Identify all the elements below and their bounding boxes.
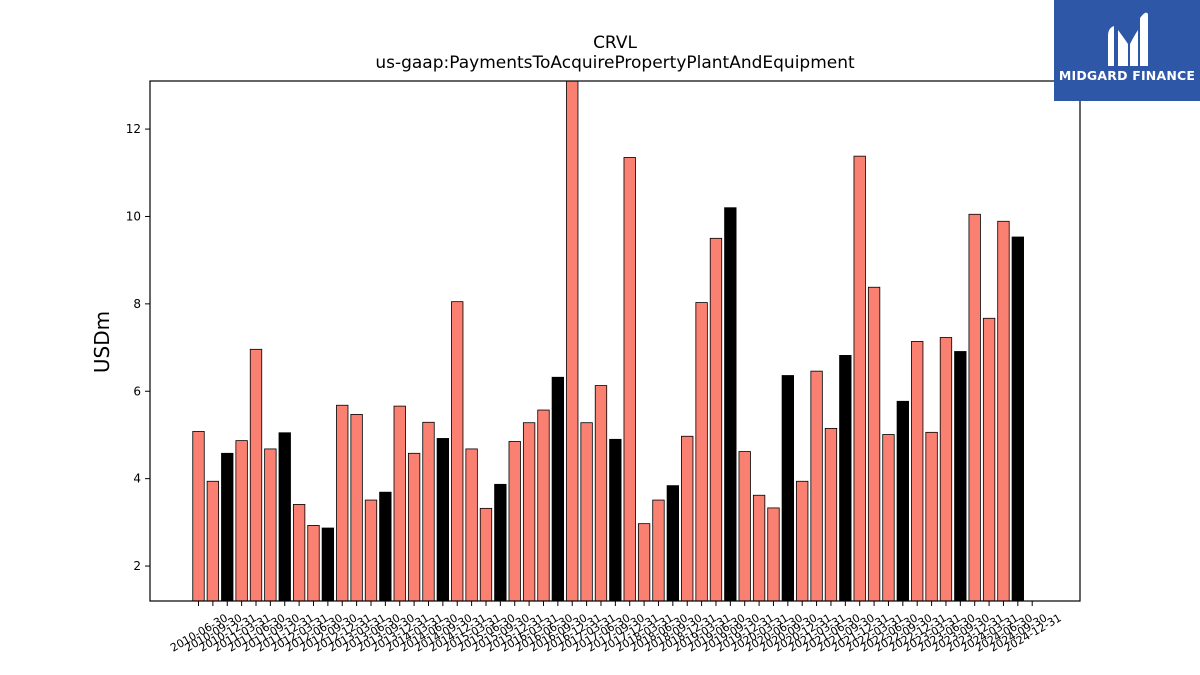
bar-2018-12-31 [681, 435, 694, 602]
bar-2023-12-31 [968, 213, 981, 602]
chart-title: CRVL [593, 33, 637, 53]
bar-2014-09-30 [436, 438, 450, 602]
y-axis-label: USDm [90, 311, 114, 373]
y-tick-label: 10 [126, 209, 141, 223]
bar-2018-09-30 [666, 485, 679, 602]
y-tick-label: 6 [133, 384, 141, 398]
bar-2015-12-31 [508, 441, 521, 602]
bar-2022-09-30 [896, 400, 909, 602]
bar-2011-06-30 [249, 348, 263, 602]
bar-2013-03-31 [350, 414, 363, 602]
bar-2018-06-30 [652, 499, 665, 602]
bar-2010-06-30 [192, 431, 205, 602]
bar-2021-03-31 [810, 370, 823, 602]
bar-2017-03-31 [580, 422, 593, 602]
bar-2011-12-31 [278, 432, 291, 602]
bar-2017-06-30 [594, 385, 608, 602]
bar-2010-09-30 [206, 480, 220, 602]
bar-2020-09-30 [781, 375, 794, 602]
bar-2016-06-30 [537, 409, 550, 602]
bar-2014-12-31 [451, 301, 464, 602]
bar-2024-03-31 [982, 317, 996, 602]
bar-2015-03-31 [465, 448, 478, 602]
bar-2023-09-30 [954, 351, 967, 602]
bar-2015-09-30 [494, 483, 507, 602]
bar-2011-09-30 [264, 448, 277, 602]
bar-2014-06-30 [422, 421, 435, 602]
bar-2012-06-30 [307, 525, 320, 602]
bar-2012-12-31 [336, 404, 349, 602]
bar-2013-06-30 [364, 499, 378, 602]
bar-2013-09-30 [379, 491, 392, 602]
bar-2021-12-31 [853, 155, 866, 602]
y-tick-label: 2 [133, 559, 141, 573]
y-tick-label: 12 [126, 122, 141, 136]
chart-subtitle: us-gaap:PaymentsToAcquirePropertyPlantAn… [375, 53, 855, 73]
bar-2021-09-30 [839, 355, 852, 602]
bar-2019-09-30 [724, 207, 737, 602]
bar-2024-06-30 [997, 220, 1010, 602]
plot-frame [149, 80, 1081, 602]
bar-2022-12-31 [911, 341, 924, 602]
bar-2014-03-31 [407, 452, 421, 602]
midgard-finance-logo: MIDGARD FINANCE [1054, 0, 1200, 101]
bar-2016-09-30 [551, 376, 564, 602]
bar-2018-03-31 [637, 523, 651, 602]
bar-2010-12-31 [221, 452, 234, 602]
bar-2012-03-31 [292, 504, 306, 602]
bar-2022-06-30 [882, 434, 895, 602]
y-tick-label: 4 [133, 472, 141, 486]
bar-2017-09-30 [609, 438, 622, 602]
bar-2016-03-31 [522, 422, 536, 602]
bar-2015-06-30 [479, 507, 493, 602]
bar-2016-12-31 [566, 80, 579, 602]
bars-group [192, 80, 1024, 602]
bar-2023-06-30 [939, 337, 953, 602]
bar-2020-06-30 [767, 507, 780, 602]
logo-text: MIDGARD FINANCE [1058, 68, 1196, 83]
bar-2017-12-31 [623, 157, 636, 602]
x-axis-ticks: 2010-06-302010-09-302010-12-312011-03-31… [168, 601, 1064, 655]
y-tick-label: 8 [133, 297, 141, 311]
bar-2019-03-31 [695, 302, 708, 602]
bar-2023-03-31 [925, 431, 938, 602]
bar-2020-03-31 [752, 494, 766, 602]
bar-2022-03-31 [867, 286, 881, 602]
bar-2020-12-31 [796, 480, 809, 602]
bar-2019-06-30 [709, 237, 723, 602]
bar-2013-12-31 [393, 405, 406, 602]
bar-2019-12-31 [738, 451, 751, 602]
bar-2021-06-30 [824, 427, 838, 602]
y-axis-ticks: 2 4 6 8 10 12 [126, 122, 150, 573]
bar-2011-03-31 [235, 440, 248, 602]
midgard-logo-icon [1108, 12, 1148, 67]
bar-2024-09-30 [1011, 236, 1024, 602]
bar-2012-09-30 [321, 527, 335, 602]
